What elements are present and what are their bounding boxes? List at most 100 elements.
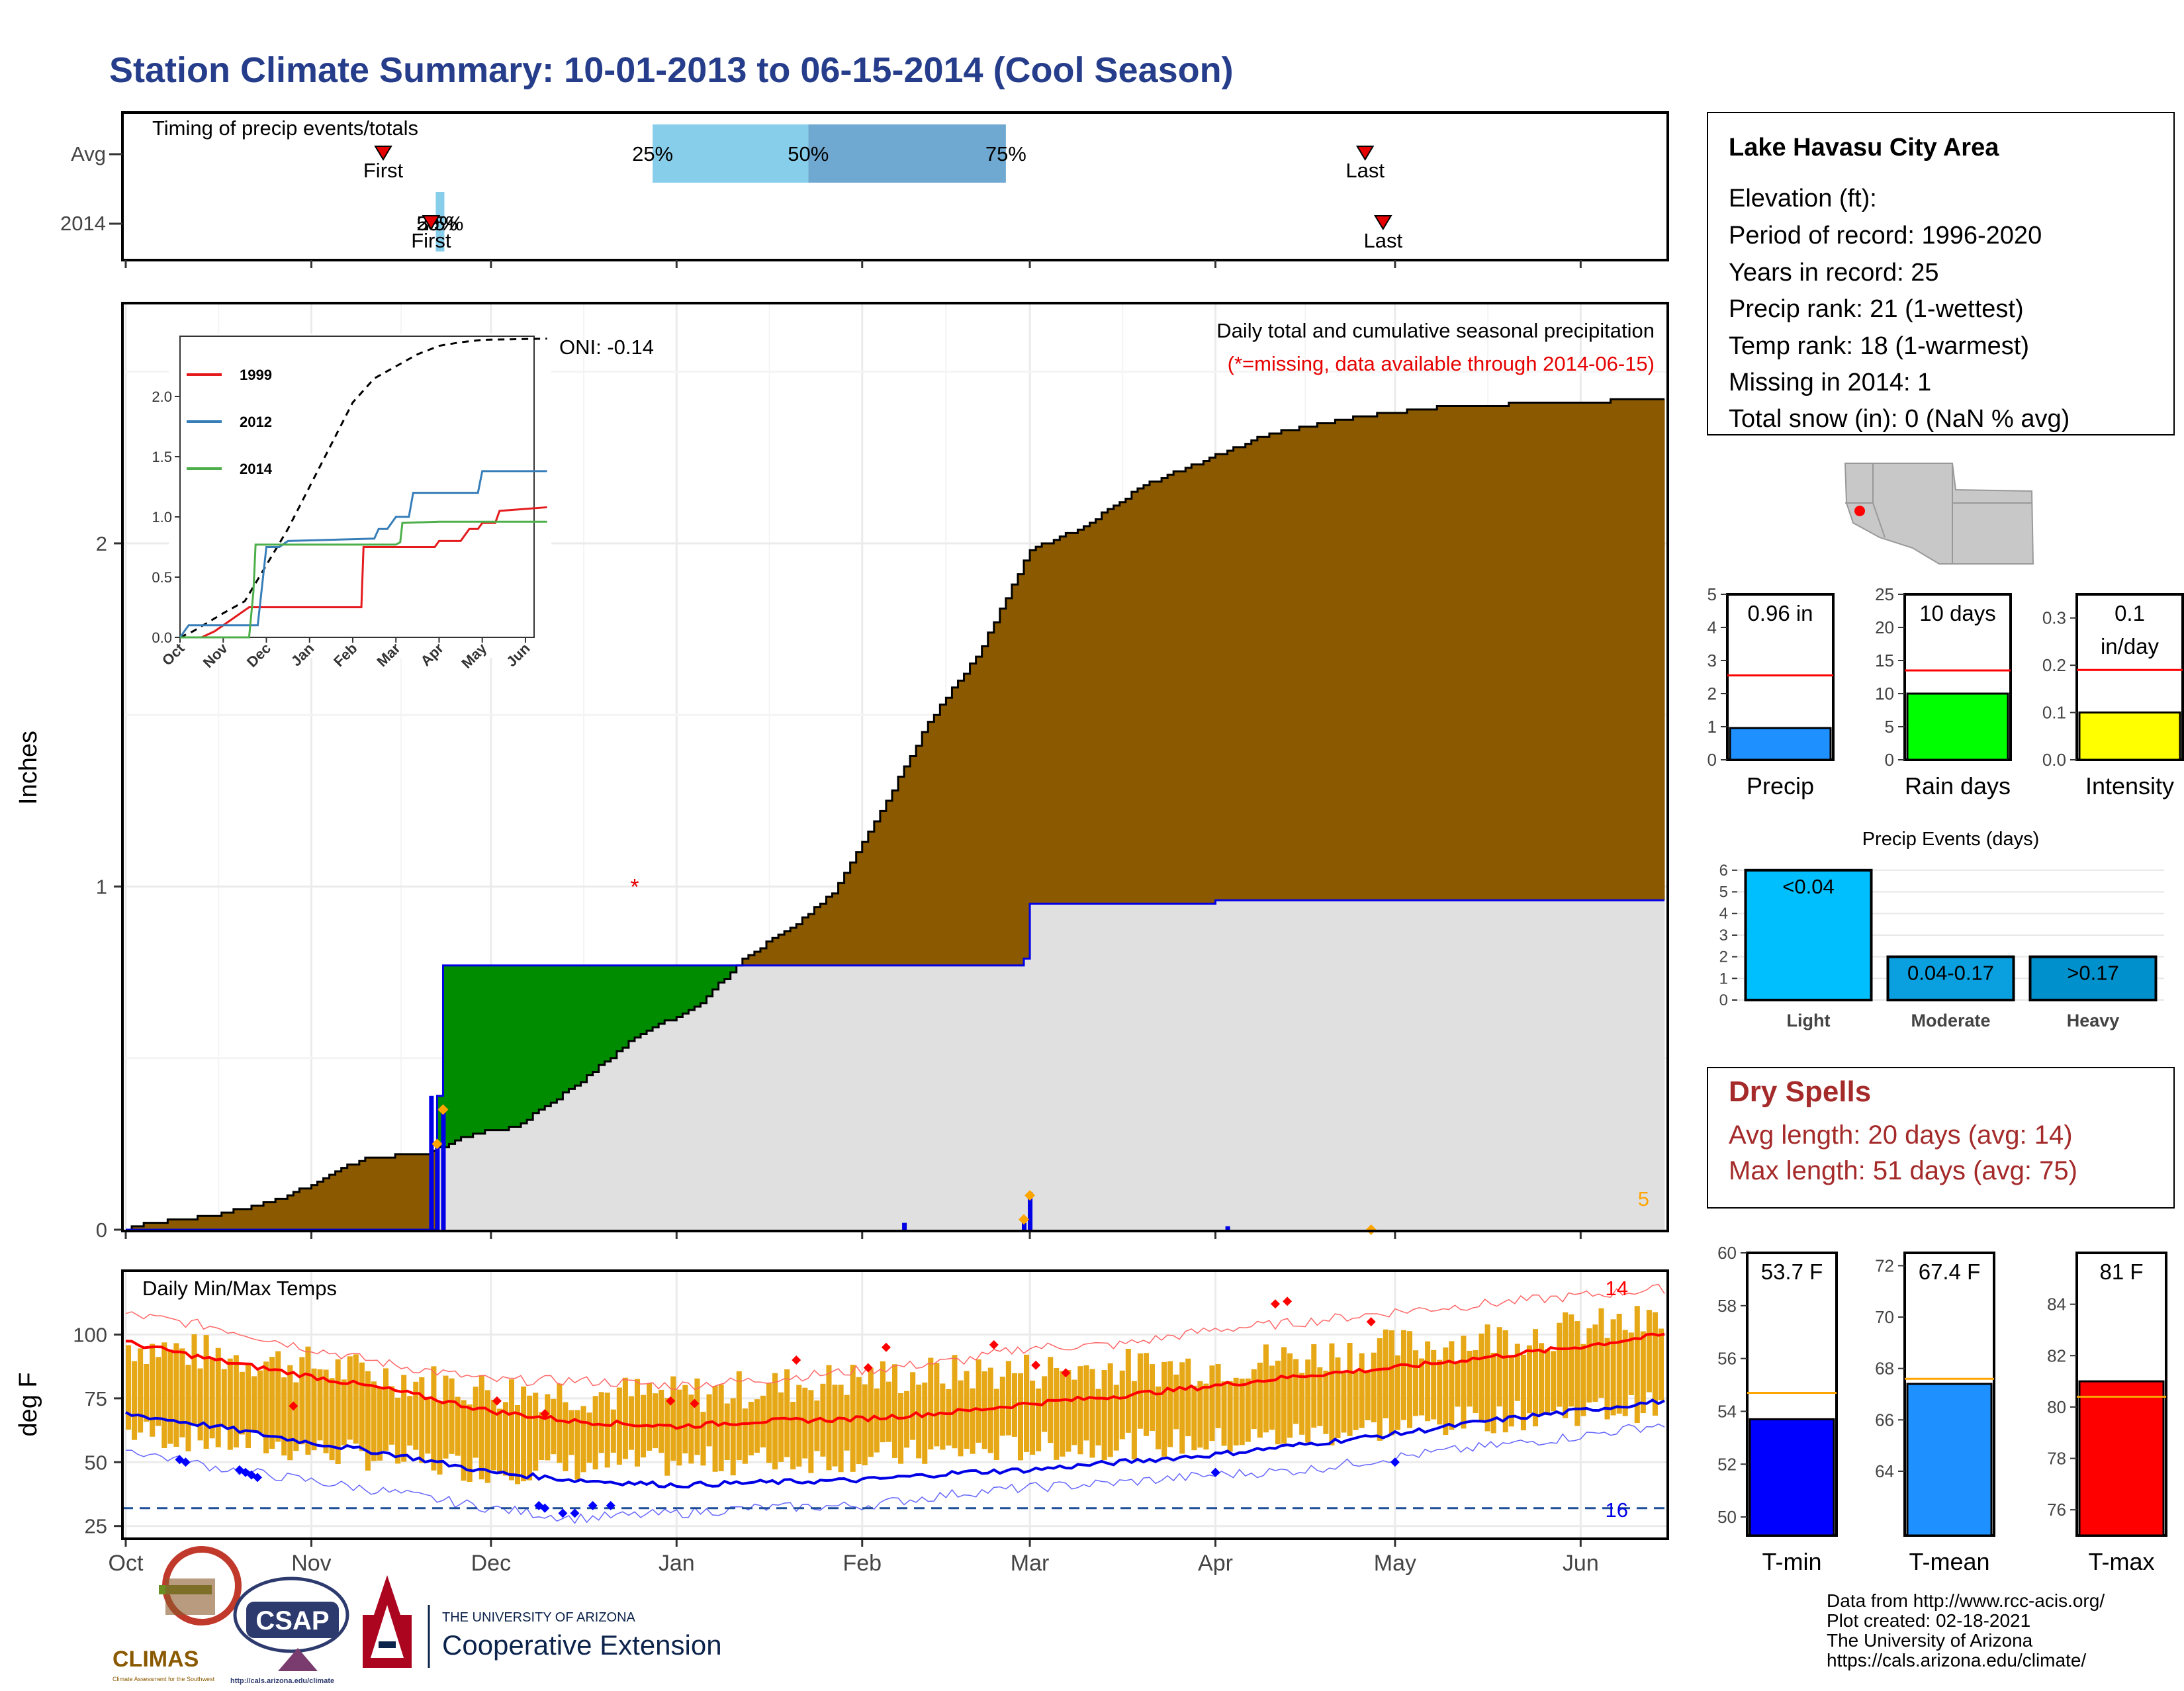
- record-high-marker: [1366, 1317, 1376, 1327]
- season-fill-segment: [1563, 900, 1569, 1230]
- daily-precip-bar: [1028, 1191, 1033, 1230]
- daily-temp-bar: [1640, 1331, 1646, 1414]
- daily-temp-bar: [1371, 1352, 1377, 1423]
- season-fill-segment: [569, 1089, 576, 1230]
- season-fill-segment: [1107, 903, 1115, 1230]
- season-fill-segment: [1610, 900, 1617, 1230]
- season-fill-segment: [1060, 903, 1066, 1230]
- deficit-area-segment: [263, 1202, 270, 1230]
- season-fill-segment: [1329, 900, 1336, 1230]
- deficit-area-segment: [1557, 402, 1563, 901]
- deficit-area-segment: [293, 1191, 300, 1230]
- season-fill-segment: [946, 965, 952, 1230]
- season-fill-segment: [1353, 900, 1360, 1230]
- surplus-area-segment: [664, 965, 671, 1021]
- season-fill-segment: [1473, 900, 1480, 1230]
- season-fill-segment: [521, 1123, 527, 1230]
- avg-quartile-box-1: [653, 124, 809, 183]
- daily-temp-bar: [1443, 1347, 1449, 1436]
- daily-temp-bar: [604, 1393, 610, 1468]
- season-fill-segment: [592, 1072, 600, 1230]
- deficit-area-segment: [1484, 406, 1492, 901]
- daily-temp-bar: [928, 1357, 934, 1449]
- record-low-count: 16: [1606, 1498, 1628, 1522]
- deficit-area-segment: [1167, 475, 1174, 904]
- deficit-area-segment: [1371, 416, 1378, 901]
- csap-logo-text: CSAP: [255, 1606, 329, 1635]
- daily-temp-bar: [484, 1390, 490, 1483]
- season-fill-segment: [1634, 900, 1641, 1230]
- season-fill-segment: [1592, 900, 1599, 1230]
- deficit-area-segment: [1425, 409, 1432, 901]
- daily-temp-bar: [1257, 1362, 1263, 1438]
- season-fill-segment: [1203, 903, 1210, 1230]
- season-fill-segment: [1119, 903, 1126, 1230]
- season-fill-segment: [1569, 900, 1575, 1230]
- daily-temp-bar: [1508, 1355, 1514, 1427]
- daily-precip-bar: [902, 1222, 907, 1230]
- surplus-area-segment: [539, 965, 545, 1110]
- deficit-area-segment: [1011, 584, 1019, 966]
- season-fill-segment: [790, 965, 797, 1230]
- stat-title: T-mean: [1909, 1548, 1989, 1575]
- record-high-marker: [863, 1363, 873, 1373]
- season-fill-segment: [880, 965, 887, 1230]
- daily-temp-bar: [1484, 1324, 1490, 1432]
- season-fill-segment: [796, 965, 803, 1230]
- stat-title: Intensity: [2085, 772, 2174, 800]
- avg-cumulative-line: [126, 398, 1664, 1231]
- stat-y-tick-label: 52: [1717, 1454, 1737, 1474]
- avg-last-label: Last: [1345, 159, 1385, 182]
- daily-temp-bar: [545, 1394, 551, 1461]
- season-fill-segment: [987, 965, 995, 1230]
- deficit-area-segment: [1227, 450, 1234, 901]
- inset-y-tick-label: 0.0: [152, 629, 172, 646]
- deficit-area-segment: [1107, 509, 1115, 904]
- inset-y-tick-label: 2.0: [152, 388, 172, 405]
- daily-temp-bar: [1586, 1328, 1592, 1403]
- deficit-area-segment: [1622, 399, 1629, 901]
- deficit-area-segment: [1233, 447, 1240, 901]
- daily-temp-bar: [844, 1394, 850, 1451]
- season-fill-segment: [1191, 903, 1198, 1230]
- precip-panel: * 0 1 2 Daily total and cumulative seasonal…: [15, 302, 1669, 1242]
- surplus-area-segment: [502, 965, 510, 1130]
- daily-temp-bar: [814, 1400, 820, 1451]
- daily-temp-bar: [527, 1395, 533, 1481]
- deficit-area-segment: [353, 1164, 360, 1230]
- daily-temp-bar: [551, 1398, 557, 1455]
- season-fill-segment: [502, 1130, 510, 1230]
- stat-y-tick-label: 64: [1875, 1461, 1894, 1481]
- season-fill-segment: [820, 965, 827, 1230]
- deficit-area-segment: [880, 811, 887, 966]
- deficit-area-segment: [167, 1219, 174, 1230]
- timing-marker-triangle: [374, 146, 392, 161]
- daily-temp-bar: [167, 1349, 173, 1444]
- deficit-area-segment: [910, 756, 917, 966]
- footer-line-url: https://cals.arizona.edu/climate/: [1827, 1650, 2086, 1670]
- dry-spells-title: Dry Spells: [1729, 1075, 1871, 1108]
- deficit-area-segment: [1131, 492, 1138, 904]
- daily-temp-bar: [281, 1377, 287, 1456]
- stat-y-tick-label: 82: [2047, 1346, 2066, 1365]
- deficit-area-segment: [227, 1212, 234, 1230]
- missing-day-diamond: [437, 1104, 449, 1115]
- events-y-tick-label: 2: [1719, 948, 1728, 966]
- daily-temp-bar: [1526, 1345, 1532, 1414]
- stat-y-tick-label: 10: [1875, 684, 1894, 704]
- deficit-area-segment: [934, 715, 940, 966]
- season-fill-segment: [736, 965, 743, 1230]
- deficit-area-segment: [1502, 406, 1510, 901]
- surplus-area-segment: [551, 965, 557, 1103]
- daily-temp-bar: [1161, 1361, 1167, 1457]
- daily-temp-bar: [1622, 1330, 1628, 1416]
- surplus-area-segment: [616, 965, 623, 1052]
- daily-temp-bar: [778, 1392, 784, 1462]
- info-period: Period of record: 1996-2020: [1729, 222, 2042, 250]
- surplus-area-segment: [604, 965, 612, 1062]
- surplus-area-segment: [467, 965, 474, 1137]
- surplus-area-segment: [730, 965, 737, 973]
- daily-temp-bar: [1071, 1379, 1077, 1445]
- record-high-marker: [1270, 1299, 1280, 1309]
- temp-chart-title: Daily Min/Max Temps: [142, 1277, 337, 1300]
